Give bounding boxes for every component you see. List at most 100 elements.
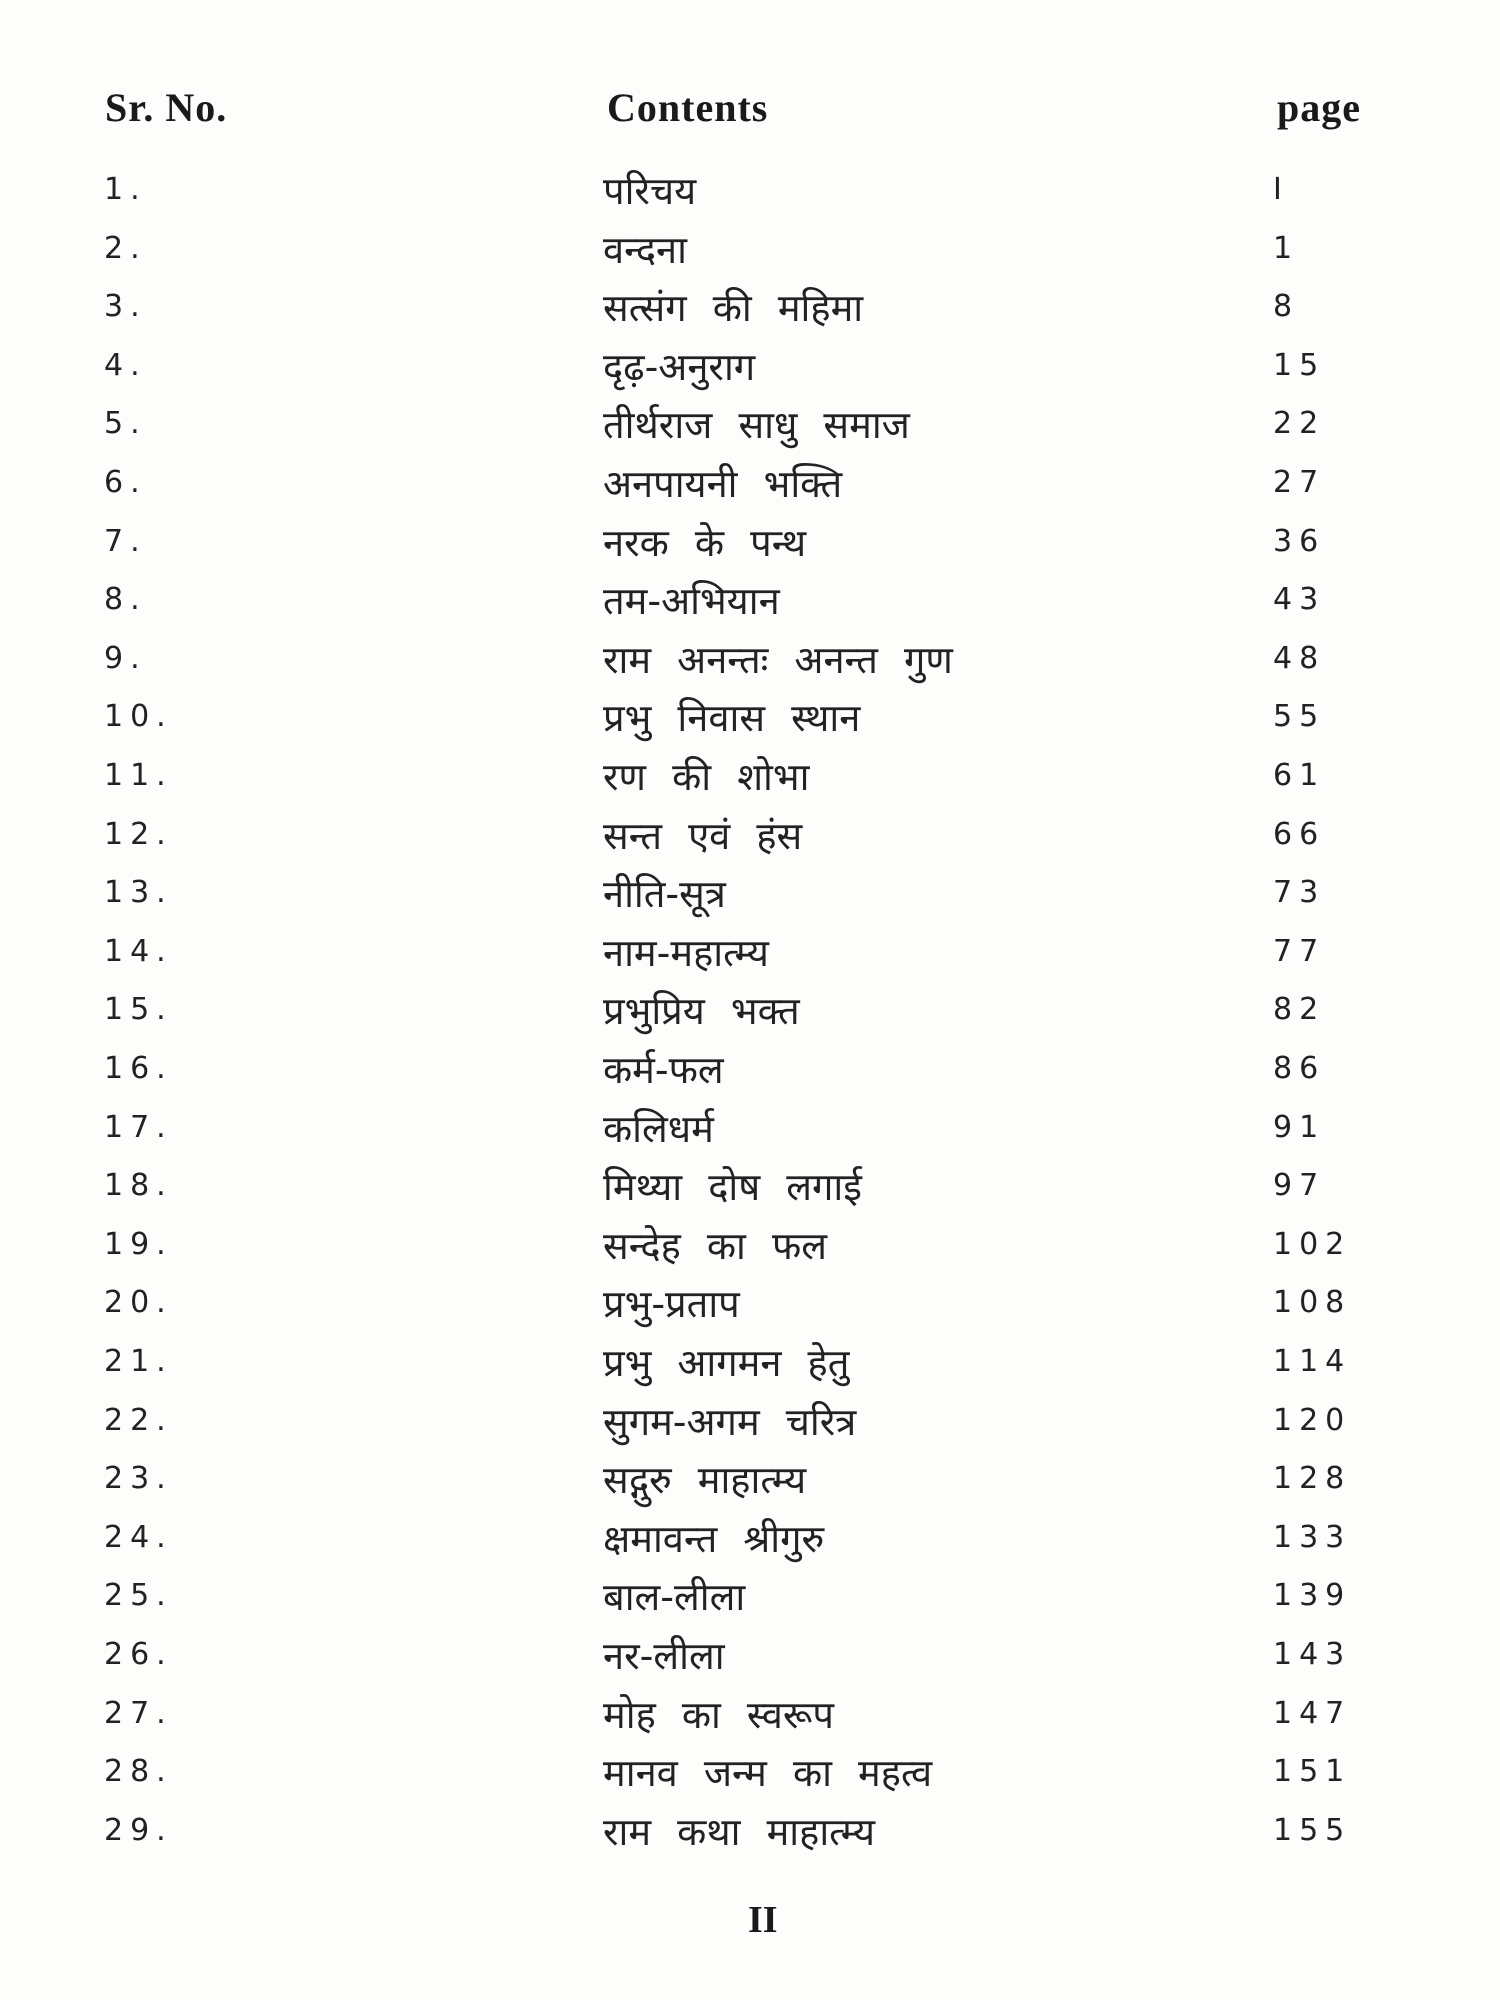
chapter-title: मिथ्या दोष लगाई (603, 1165, 862, 1210)
page-number-cell: 143 (1273, 1637, 1352, 1672)
page-number-cell: 1 (1273, 230, 1300, 266)
toc-row: 17. कलिधर्म 91 (0, 1104, 1500, 1162)
chapter-title: सन्त एवं हंस (603, 813, 803, 858)
page-number-cell: 108 (1273, 1285, 1352, 1321)
toc-row: 25. बाल-लीला 139 (0, 1572, 1500, 1630)
toc-row: 21. प्रभु आगमन हेतु 114 (0, 1338, 1500, 1396)
page-number-cell: 139 (1273, 1578, 1352, 1614)
toc-row: 10. प्रभु निवास स्थान 55 (0, 693, 1500, 751)
chapter-title: परिचय (603, 169, 697, 213)
page-number-cell: 151 (1273, 1754, 1352, 1790)
toc-row: 16. कर्म-फल 86 (0, 1045, 1500, 1103)
sr-number: 12. (104, 816, 173, 852)
chapter-title: राम कथा माहात्म्य (603, 1809, 875, 1854)
sr-number: 28. (104, 1754, 173, 1790)
chapter-title: बाल-लीला (603, 1575, 746, 1620)
toc-row: 1. परिचय I (0, 166, 1500, 224)
chapter-title: मानव जन्म का महत्व (603, 1751, 933, 1796)
toc-row: 2. वन्दना 1 (0, 225, 1500, 283)
chapter-title: वन्दना (603, 227, 687, 272)
page-number-cell: 15 (1273, 347, 1326, 383)
toc-row: 28. मानव जन्म का महत्व 151 (0, 1748, 1500, 1806)
toc-row: 9. राम अनन्तः अनन्त गुण 48 (0, 635, 1500, 693)
chapter-title: कलिधर्म (603, 1106, 714, 1151)
page-number-cell: 27 (1273, 465, 1326, 500)
page-number-cell: 55 (1273, 699, 1326, 735)
sr-number: 1. (104, 172, 147, 207)
toc-row: 5. तीर्थराज साधु समाज 22 (0, 400, 1500, 458)
page-number-cell: 120 (1273, 1402, 1352, 1438)
chapter-title: मोह का स्वरूप (603, 1692, 834, 1737)
toc-row: 11. रण की शोभा 61 (0, 752, 1500, 810)
chapter-title: तम-अभियान (603, 579, 780, 624)
sr-number: 11. (104, 758, 173, 793)
chapter-title: कर्म-फल (603, 1048, 724, 1092)
sr-number: 3. (104, 289, 147, 325)
page-number-cell: 147 (1273, 1695, 1352, 1731)
sr-number: 20. (104, 1285, 173, 1321)
page-number-cell: 128 (1273, 1461, 1352, 1497)
page-number-cell: 82 (1273, 992, 1326, 1028)
chapter-title: नीति-सूत्र (603, 872, 726, 917)
sr-number: 2. (104, 230, 147, 266)
page-number-cell: 8 (1273, 289, 1300, 325)
toc-row: 24. क्षमावन्त श्रीगुरु 133 (0, 1514, 1500, 1572)
chapter-title: सद्गुरु माहात्म्य (603, 1458, 807, 1503)
sr-number: 24. (104, 1519, 173, 1555)
chapter-title: नर-लीला (603, 1634, 725, 1678)
sr-number: 21. (104, 1344, 173, 1379)
toc-row: 18. मिथ्या दोष लगाई 97 (0, 1162, 1500, 1220)
chapter-title: दृढ़-अनुराग (603, 344, 756, 389)
sr-number: 22. (104, 1402, 173, 1438)
sr-number: 6. (104, 465, 147, 500)
chapter-title: सन्देह का फल (603, 1223, 828, 1268)
sr-number: 5. (104, 406, 147, 442)
sr-number: 25. (104, 1578, 173, 1614)
toc-row: 3. सत्संग की महिमा 8 (0, 283, 1500, 341)
page-number: II (748, 1899, 778, 1941)
toc-row: 26. नर-लीला 143 (0, 1631, 1500, 1689)
page-number-cell: I (1273, 172, 1289, 207)
toc-row: 8. तम-अभियान 43 (0, 576, 1500, 634)
toc-row: 4. दृढ़-अनुराग 15 (0, 342, 1500, 400)
toc-row: 13. नीति-सूत्र 73 (0, 869, 1500, 927)
toc-row: 12. सन्त एवं हंस 66 (0, 811, 1500, 869)
toc-row: 15. प्रभुप्रिय भक्त 82 (0, 986, 1500, 1044)
header-contents: Contents (607, 85, 769, 130)
chapter-title: प्रभु-प्रताप (603, 1282, 740, 1327)
toc-row: 27. मोह का स्वरूप 147 (0, 1690, 1500, 1748)
page-number-cell: 102 (1273, 1226, 1352, 1262)
sr-number: 10. (104, 699, 173, 735)
sr-number: 9. (104, 640, 147, 676)
sr-number: 27. (104, 1695, 173, 1731)
toc-row: 23. सद्गुरु माहात्म्य 128 (0, 1455, 1500, 1513)
sr-number: 7. (104, 523, 147, 559)
page-number-cell: 114 (1273, 1344, 1352, 1379)
page-number-cell: 155 (1273, 1812, 1352, 1848)
chapter-title: क्षमावन्त श्रीगुरु (603, 1516, 825, 1561)
toc-row: 19. सन्देह का फल 102 (0, 1221, 1500, 1279)
sr-number: 8. (104, 582, 147, 618)
page-number-cell: 73 (1273, 875, 1326, 911)
sr-number: 4. (104, 347, 147, 383)
chapter-title: प्रभु आगमन हेतु (603, 1341, 850, 1385)
toc-row: 14. नाम-महात्म्य 77 (0, 928, 1500, 986)
toc-row: 7. नरक के पन्थ 36 (0, 518, 1500, 576)
sr-number: 15. (104, 992, 173, 1028)
sr-number: 17. (104, 1109, 173, 1145)
sr-number: 26. (104, 1637, 173, 1672)
chapter-title: नरक के पन्थ (603, 520, 807, 565)
chapter-title: राम अनन्तः अनन्त गुण (603, 637, 953, 682)
sr-number: 19. (104, 1226, 173, 1262)
page-number-cell: 66 (1273, 816, 1326, 852)
sr-number: 29. (104, 1812, 173, 1848)
page-number-cell: 36 (1273, 523, 1326, 559)
page-number-cell: 48 (1273, 640, 1326, 676)
page-number-cell: 133 (1273, 1519, 1352, 1555)
page-number-cell: 43 (1273, 582, 1326, 618)
page-number-cell: 97 (1273, 1168, 1326, 1204)
page-number-cell: 86 (1273, 1051, 1326, 1086)
chapter-title: प्रभुप्रिय भक्त (603, 989, 800, 1034)
toc-row: 29. राम कथा माहात्म्य 155 (0, 1807, 1500, 1865)
sr-number: 16. (104, 1051, 173, 1086)
